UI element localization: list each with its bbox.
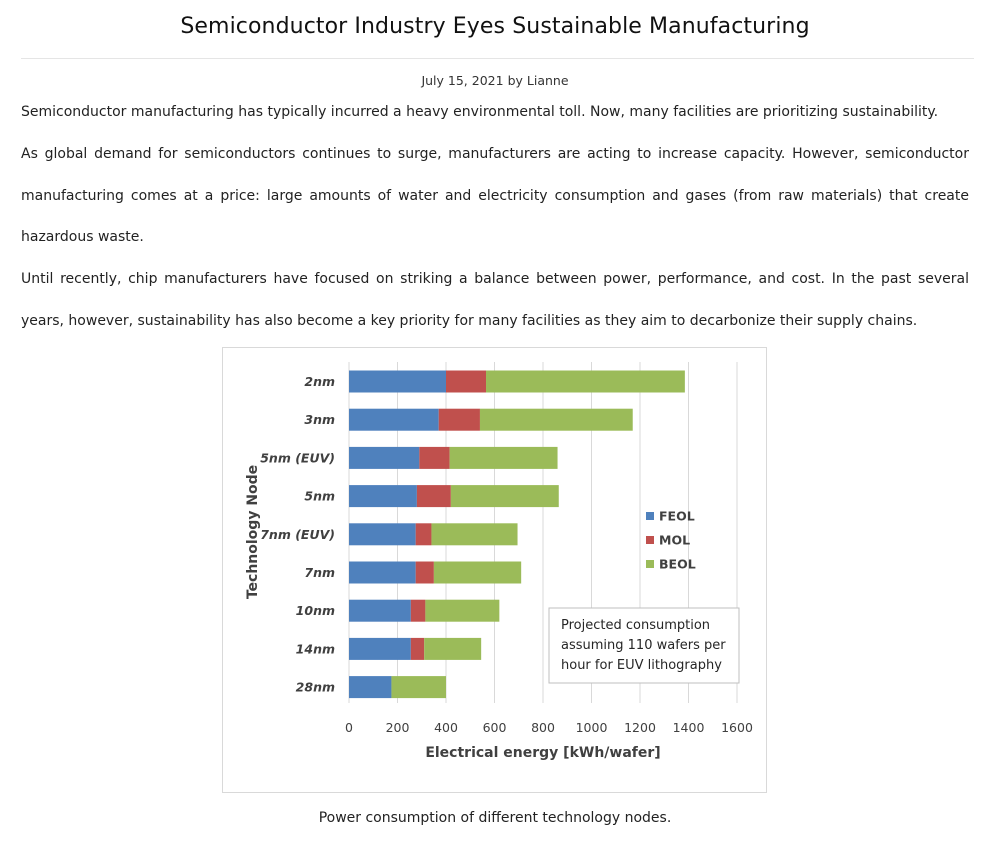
- y-tick-label: 5nm: [304, 489, 335, 504]
- legend-label-feol: FEOL: [659, 509, 695, 524]
- legend-swatch-feol: [646, 512, 654, 520]
- bar-mol: [419, 446, 450, 469]
- bar-mol: [410, 637, 425, 660]
- y-tick-label: 7nm: [304, 565, 335, 580]
- bar-feol: [349, 408, 439, 431]
- article-date: July 15, 2021: [421, 73, 504, 88]
- x-tick-label: 200: [386, 720, 410, 735]
- bar-beol: [450, 485, 559, 508]
- x-tick-label: 1400: [673, 720, 705, 735]
- x-tick-label: 0: [345, 720, 353, 735]
- bar-mol: [446, 370, 487, 393]
- bar-beol: [479, 408, 633, 431]
- x-tick-label: 800: [531, 720, 555, 735]
- legend-label-beol: BEOL: [659, 557, 696, 572]
- y-tick-label: 2nm: [304, 374, 335, 389]
- x-tick-label: 1600: [721, 720, 753, 735]
- x-tick-label: 1000: [576, 720, 608, 735]
- y-tick-label: 14nm: [296, 641, 335, 656]
- chart-figure: 2nm 3nm 5nm (EUV) 5nm 7nm (EUV) 7nm 10nm 14nm 28…: [222, 347, 767, 793]
- byline-prefix: by: [507, 73, 523, 88]
- bar-mol: [416, 485, 451, 508]
- article-paragraph: Semiconductor manufacturing has typicall…: [21, 104, 939, 120]
- x-axis-title: Electrical energy [kWh/wafer]: [425, 745, 660, 761]
- bar-feol: [349, 370, 446, 393]
- bar-beol: [433, 561, 522, 584]
- y-axis-title: Technology Node: [245, 465, 261, 599]
- article-meta: July 15, 2021 by Lianne: [0, 73, 990, 88]
- article-paragraph: Until recently, chip manufacturers have …: [21, 271, 969, 329]
- bar-feol: [349, 676, 392, 699]
- title-divider: [21, 58, 974, 59]
- y-tick-label: 5nm (EUV): [260, 450, 335, 465]
- y-tick-label: 7nm (EUV): [260, 527, 335, 542]
- annotation-box: [548, 607, 740, 684]
- bar-feol: [349, 446, 420, 469]
- bar-mol: [415, 561, 434, 584]
- bar-feol: [349, 599, 411, 622]
- article-author[interactable]: Lianne: [526, 73, 569, 88]
- bar-mol: [438, 408, 480, 431]
- annotation-text: hour for EUV lithography: [561, 658, 722, 673]
- y-tick-label: 28nm: [296, 680, 335, 695]
- article-title: Semiconductor Industry Eyes Sustainable …: [180, 14, 810, 39]
- legend-label-mol: MOL: [659, 533, 690, 548]
- y-tick-label: 3nm: [304, 412, 335, 427]
- figure-caption: Power consumption of different technolog…: [318, 810, 672, 826]
- annotation-text: assuming 110 wafers per: [561, 638, 726, 653]
- x-tick-label: 400: [434, 720, 458, 735]
- energy-chart: 2nm 3nm 5nm (EUV) 5nm 7nm (EUV) 7nm 10nm 14nm 28…: [245, 362, 753, 761]
- bar-mol: [415, 523, 432, 546]
- bar-feol: [349, 561, 416, 584]
- legend-swatch-beol: [646, 560, 654, 568]
- article-paragraph: As global demand for semiconductors cont…: [21, 146, 969, 246]
- bar-feol: [349, 485, 417, 508]
- bar-feol: [349, 637, 411, 660]
- legend-swatch-mol: [646, 536, 654, 544]
- bar-beol: [486, 370, 685, 393]
- bar-beol: [424, 637, 482, 660]
- bar-feol: [349, 523, 416, 546]
- bar-beol: [425, 599, 500, 622]
- bar-beol: [431, 523, 518, 546]
- x-tick-label: 1200: [624, 720, 656, 735]
- x-tick-label: 600: [483, 720, 507, 735]
- bar-beol: [391, 676, 446, 699]
- annotation-text: Projected consumption: [561, 618, 710, 633]
- bar-beol: [449, 446, 558, 469]
- y-tick-label: 10nm: [296, 603, 335, 618]
- bar-mol: [410, 599, 426, 622]
